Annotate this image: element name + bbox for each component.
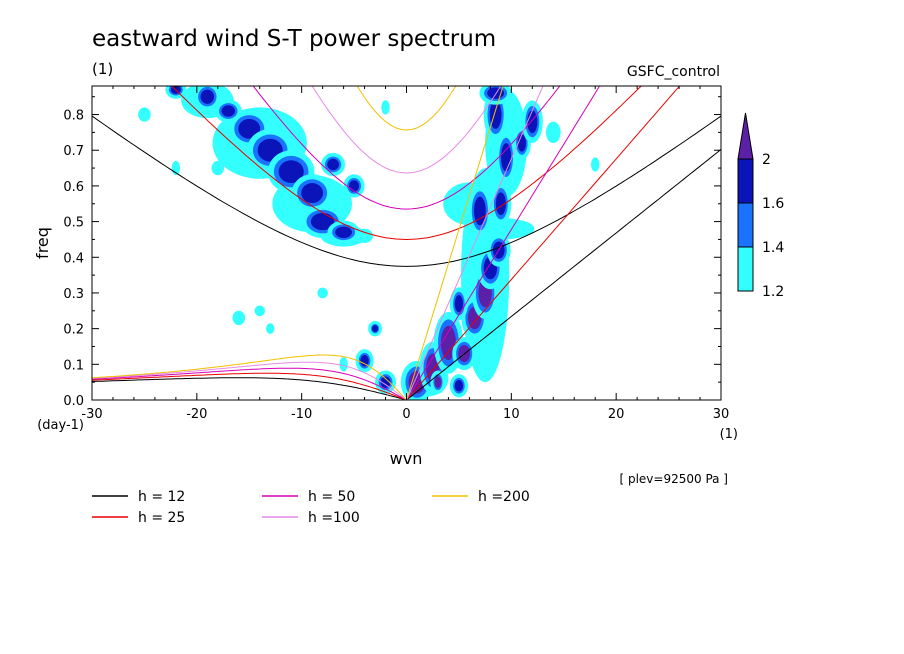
x-axis-label: wvn [390, 449, 423, 468]
rossby-curve [92, 367, 407, 400]
rossby-curve [92, 372, 407, 400]
legend-label: h =100 [308, 510, 360, 526]
x-tick-label: 10 [503, 407, 520, 422]
x-tick-label: -10 [291, 407, 312, 422]
colorbar-segment [737, 202, 754, 248]
inertia-gravity-curve [311, 86, 502, 174]
legend-label: h = 25 [138, 510, 185, 526]
dispersion-curves [92, 86, 721, 400]
power-patch-high [487, 87, 504, 99]
y-tick-label: 0.5 [63, 216, 84, 231]
power-patch-high [310, 213, 335, 231]
inertia-gravity-curve [92, 115, 721, 267]
kelvin-curve [406, 86, 544, 400]
colorbar-segment [737, 158, 754, 204]
kelvin-curve [406, 149, 721, 400]
axis-ticks: -30 -20 -10 0 10 20 30 0.0 0.1 0.2 0.3 0.4 0.5 0.6 0.7… [63, 86, 729, 422]
chart-title: eastward wind S-T power spectrum [92, 26, 496, 52]
y-tick-label: 0.1 [63, 358, 84, 373]
power-patch-high [434, 376, 442, 388]
x-tick-label: 30 [713, 407, 730, 422]
inertia-gravity-curve [252, 86, 561, 210]
power-patch-low [138, 107, 151, 122]
power-patch-low [317, 287, 328, 299]
power-patch-low [381, 100, 390, 115]
power-patch-high [501, 143, 512, 172]
x-tick-label: -20 [186, 407, 207, 422]
inertia-gravity-curve [356, 86, 457, 131]
colorbar-label: 1.4 [762, 240, 784, 256]
power-patch-high [495, 192, 506, 216]
colorbar-label: 1.2 [762, 284, 784, 300]
y-tick-label: 0.4 [63, 251, 84, 266]
rossby-curve [92, 354, 407, 400]
power-patch-high [474, 196, 486, 226]
y-tick-label: 0.2 [63, 323, 84, 338]
power-patch-high [527, 110, 538, 134]
legend-label: h = 12 [138, 489, 185, 505]
rossby-curve [92, 361, 407, 400]
power-patch-high [360, 355, 369, 367]
power-patch-low [266, 323, 275, 334]
y-tick-label: 0.0 [63, 394, 84, 409]
power-patch-low [545, 121, 561, 144]
power-patch-high [517, 134, 527, 152]
power-patch-high [349, 180, 360, 192]
power-patch-high [335, 226, 352, 239]
power-patch-low [211, 160, 225, 176]
legend: h = 12 h = 25 h = 50 h =100 h =200 [92, 489, 530, 526]
x-tick-label: 20 [608, 407, 625, 422]
power-patch-low [339, 357, 348, 372]
x-tick-label: 0 [402, 407, 410, 422]
chart-subtitle-left: (1) [92, 60, 113, 78]
colorbar: 1.2 1.4 1.6 2 [737, 112, 784, 300]
power-patch-high [200, 89, 215, 104]
plot-area [92, 86, 721, 400]
kelvin-curve [406, 86, 681, 400]
power-patch-low [356, 228, 373, 243]
x-tick-label: -30 [81, 407, 102, 422]
colorbar-extension [737, 112, 754, 160]
power-patch-high [372, 325, 378, 333]
footnote: [ plev=92500 Pa ] [619, 472, 728, 486]
colorbar-label: 1.6 [762, 196, 784, 212]
kelvin-curve [406, 86, 504, 400]
rossby-curve [92, 377, 407, 400]
y-axis-unit: (day-1) [37, 418, 84, 433]
y-tick-label: 0.6 [63, 180, 84, 195]
power-patch-low [232, 310, 246, 326]
power-patch-high [440, 325, 456, 361]
power-patch-high [238, 118, 261, 139]
colorbar-label: 2 [762, 152, 771, 168]
inertia-gravity-curve [171, 86, 642, 241]
power-patch-high [454, 295, 464, 313]
x-axis-unit: (1) [720, 427, 738, 442]
chart-subtitle-right: GSFC_control [627, 64, 720, 80]
power-patch-high [454, 380, 464, 392]
legend-label: h =200 [478, 489, 530, 505]
y-tick-label: 0.8 [63, 109, 84, 124]
power-patch-high [301, 183, 324, 204]
legend-label: h = 50 [308, 489, 355, 505]
y-tick-label: 0.3 [63, 287, 84, 302]
kelvin-curve [406, 86, 601, 400]
y-axis-label: freq [33, 227, 52, 259]
power-patch-high [489, 100, 502, 129]
power-patch-low [591, 157, 600, 172]
y-tick-label: 0.7 [63, 144, 84, 159]
power-patch-high [221, 105, 235, 117]
power-patch-low [254, 305, 265, 317]
colorbar-segment [737, 246, 754, 292]
power-patch-high [327, 158, 339, 171]
power-patch-high [380, 376, 391, 388]
power-patch-high [278, 160, 304, 184]
